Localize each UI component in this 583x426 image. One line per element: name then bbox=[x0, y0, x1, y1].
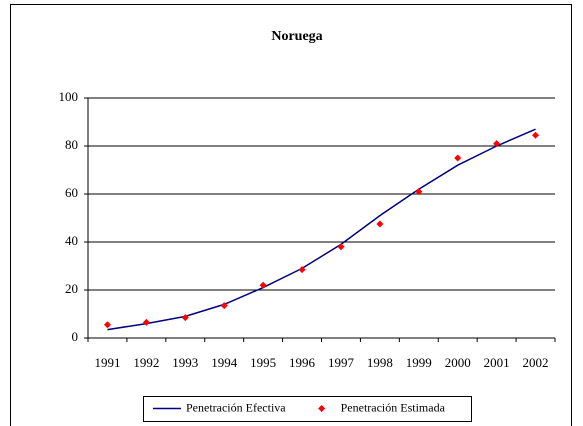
y-tick-label: 60 bbox=[65, 185, 78, 200]
data-point bbox=[103, 321, 111, 329]
data-line bbox=[107, 128, 536, 331]
x-tick-label: 1993 bbox=[172, 355, 198, 370]
legend-marker bbox=[318, 405, 326, 412]
legend-label: Penetración Estimada bbox=[341, 400, 446, 414]
data-point bbox=[415, 188, 423, 196]
x-tick-label: 1998 bbox=[367, 355, 393, 370]
chart-frame bbox=[10, 4, 572, 426]
x-tick-label: 1999 bbox=[406, 355, 432, 370]
x-tick-label: 1994 bbox=[211, 355, 238, 370]
x-tick-label: 2001 bbox=[484, 355, 510, 370]
data-point bbox=[259, 281, 267, 289]
data-point bbox=[142, 318, 150, 326]
y-tick-label: 100 bbox=[59, 89, 79, 104]
legend-box bbox=[143, 396, 472, 422]
chart-title: Noruega bbox=[271, 29, 322, 44]
y-tick-label: 80 bbox=[65, 137, 78, 152]
y-tick-label: 20 bbox=[65, 281, 78, 296]
x-tick-label: 1997 bbox=[328, 355, 355, 370]
data-point bbox=[337, 243, 345, 251]
data-point bbox=[181, 314, 189, 322]
x-tick-label: 1996 bbox=[289, 355, 316, 370]
data-point bbox=[532, 131, 540, 139]
x-tick-label: 2000 bbox=[445, 355, 471, 370]
y-tick-label: 0 bbox=[72, 329, 79, 344]
x-tick-label: 1995 bbox=[250, 355, 276, 370]
data-point bbox=[298, 266, 306, 274]
data-point bbox=[376, 220, 384, 228]
y-tick-label: 40 bbox=[65, 233, 78, 248]
legend-label: Penetración Efectiva bbox=[186, 400, 286, 414]
data-point bbox=[493, 140, 501, 148]
x-tick-label: 2002 bbox=[523, 355, 549, 370]
data-point bbox=[220, 302, 228, 310]
x-tick-label: 1992 bbox=[133, 355, 159, 370]
data-point bbox=[454, 154, 462, 162]
x-tick-label: 1991 bbox=[94, 355, 120, 370]
